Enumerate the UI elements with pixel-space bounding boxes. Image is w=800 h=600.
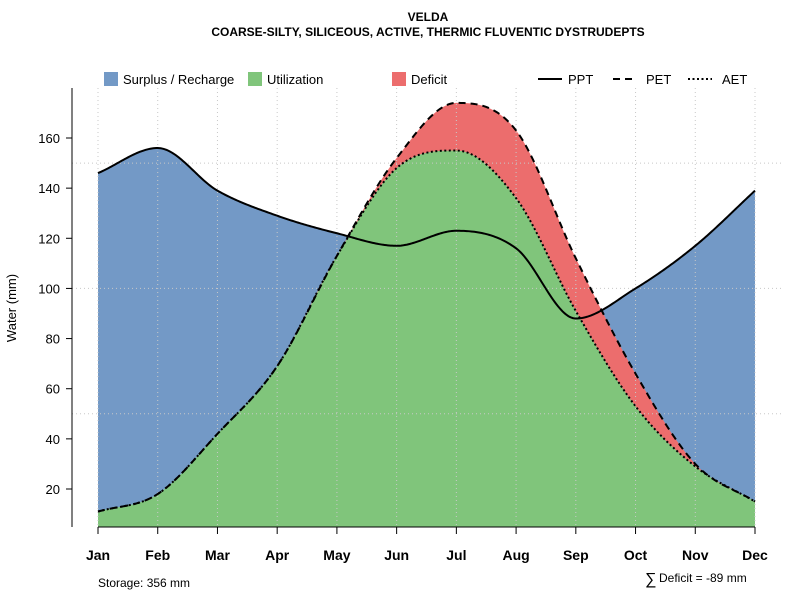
x-tick-label-apr: Apr <box>265 547 290 563</box>
y-tick-label: 20 <box>46 482 60 497</box>
y-tick-label: 100 <box>38 281 60 296</box>
sum-symbol: ∑ <box>645 571 656 588</box>
y-tick-label: 80 <box>46 332 60 347</box>
legend-label-ppt: PPT <box>568 72 593 87</box>
x-tick-label-mar: Mar <box>205 547 230 563</box>
area-fills <box>98 102 755 527</box>
storage-annotation: Storage: 356 mm <box>98 576 190 590</box>
x-tick-label-aug: Aug <box>502 547 529 563</box>
x-tick-label-dec: Dec <box>742 547 768 563</box>
x-tick-label-may: May <box>323 547 350 563</box>
legend-swatch-deficit <box>392 72 406 86</box>
legend-label-pet: PET <box>646 72 671 87</box>
series-pet-line <box>97 101 756 513</box>
y-tick-label: 160 <box>38 131 60 146</box>
x-tick-label-jan: Jan <box>86 547 110 563</box>
legend-label-surplus-recharge: Surplus / Recharge <box>123 72 234 87</box>
legend-swatch-surplus-recharge <box>104 72 118 86</box>
plot-area <box>72 88 784 527</box>
chart-subtitle: COARSE-SILTY, SILICEOUS, ACTIVE, THERMIC… <box>211 25 644 39</box>
legend-label-utilization: Utilization <box>267 72 323 87</box>
chart-title: VELDA <box>408 10 449 24</box>
y-tick-label: 60 <box>46 382 60 397</box>
deficit-annotation: Deficit = -89 mm <box>659 571 747 585</box>
x-tick-label-nov: Nov <box>682 547 709 563</box>
series-lines <box>97 101 756 513</box>
x-tick-label-oct: Oct <box>624 547 648 563</box>
y-tick-label: 40 <box>46 432 60 447</box>
x-tick-label-jul: Jul <box>446 547 466 563</box>
x-tick-label-feb: Feb <box>145 547 170 563</box>
legend: Surplus / Recharge Utilization Deficit PPT P… <box>104 72 747 87</box>
series-ppt-line <box>97 147 756 320</box>
gridlines <box>72 88 784 527</box>
y-axis-label: Water (mm) <box>4 274 19 342</box>
legend-swatch-utilization <box>248 72 262 86</box>
legend-label-deficit: Deficit <box>411 72 448 87</box>
legend-label-aet: AET <box>722 72 747 87</box>
y-axis: 20 40 60 80 100 120 140 160 <box>38 88 73 527</box>
x-tick-label-jun: Jun <box>384 547 409 563</box>
utilization-area <box>98 150 755 527</box>
y-tick-label: 140 <box>38 181 60 196</box>
series-aet-line <box>97 149 756 513</box>
x-axis: Jan Feb Mar Apr May Jun Jul Aug Sep Oct Nov Dec <box>86 526 768 563</box>
y-tick-label: 120 <box>38 231 60 246</box>
x-tick-label-sep: Sep <box>563 547 589 563</box>
